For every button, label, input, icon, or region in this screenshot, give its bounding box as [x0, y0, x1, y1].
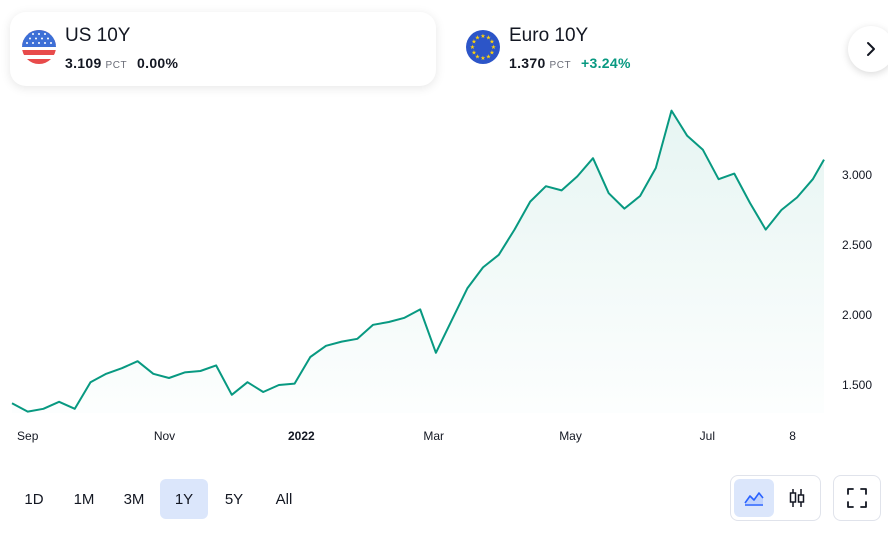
- ticker-change: +3.24%: [581, 55, 631, 71]
- y-tick-label: 1.500: [842, 378, 872, 392]
- y-tick-label: 2.000: [842, 308, 872, 322]
- range-1m-button[interactable]: 1M: [73, 490, 95, 508]
- ticker-value-line: 1.370 PCT +3.24%: [509, 55, 631, 71]
- candlestick-icon: [790, 489, 805, 507]
- range-5y-button[interactable]: 5Y: [224, 490, 244, 508]
- range-3m-button[interactable]: 3M: [123, 490, 145, 508]
- x-tick-label: May: [559, 429, 582, 443]
- svg-text:★: ★: [491, 44, 496, 51]
- yield-area-chart[interactable]: 1.500 2.000 2.500 3.000 Sep Nov 2022 Mar May Jul…: [0, 95, 888, 450]
- x-tick-label: 8: [789, 429, 796, 443]
- area-chart-button[interactable]: [734, 479, 774, 517]
- x-tick-label: Jul: [700, 429, 715, 443]
- y-tick-label: 2.500: [842, 238, 872, 252]
- ticker-value: 3.109: [65, 55, 102, 71]
- ticker-symbol: US 10Y: [65, 25, 131, 46]
- ticker-value-line: 3.109 PCT 0.00%: [65, 55, 178, 71]
- x-tick-label: Mar: [423, 429, 444, 443]
- x-tick-label: Sep: [17, 429, 39, 443]
- x-tick-label: Nov: [154, 429, 175, 443]
- candlestick-chart-button[interactable]: [778, 479, 818, 517]
- range-selector: 1D 1M 3M 1Y 5Y All: [10, 479, 308, 519]
- area-chart-icon: [744, 492, 764, 506]
- fullscreen-button[interactable]: [833, 475, 881, 521]
- svg-text:★: ★: [486, 35, 491, 42]
- svg-text:★: ★: [489, 39, 494, 46]
- svg-text:★: ★: [471, 39, 476, 46]
- ticker-change: 0.00%: [137, 55, 179, 71]
- range-1d-button[interactable]: 1D: [24, 490, 44, 508]
- svg-text:★: ★: [475, 35, 480, 42]
- svg-text:★: ★: [489, 50, 494, 57]
- next-ticker-button[interactable]: [848, 26, 888, 72]
- ticker-value: 1.370: [509, 55, 546, 71]
- fullscreen-icon: [847, 488, 867, 508]
- y-tick-label: 3.000: [842, 168, 872, 182]
- range-1y-button[interactable]: 1Y: [160, 479, 208, 519]
- ticker-unit: PCT: [105, 60, 128, 71]
- svg-text:★: ★: [486, 54, 491, 61]
- chart-type-toggle: [730, 475, 821, 521]
- us-flag-icon: [22, 30, 56, 64]
- svg-text:★: ★: [480, 33, 485, 40]
- svg-text:★: ★: [475, 54, 480, 61]
- ticker-unit: PCT: [549, 60, 572, 71]
- svg-text:★: ★: [471, 50, 476, 57]
- eu-flag-icon: ★ ★ ★ ★ ★ ★ ★ ★ ★ ★ ★ ★: [466, 30, 500, 64]
- ticker-card-us10y[interactable]: US 10Y 3.109 PCT 0.00%: [10, 12, 436, 86]
- svg-text:★: ★: [480, 55, 485, 62]
- x-tick-label: 2022: [288, 429, 315, 443]
- series-area: [12, 110, 824, 413]
- ticker-symbol: Euro 10Y: [509, 25, 589, 46]
- chevron-right-icon: [867, 42, 875, 56]
- series-line: [11, 109, 825, 413]
- svg-text:★: ★: [470, 44, 475, 51]
- ticker-card-euro10y[interactable]: ★ ★ ★ ★ ★ ★ ★ ★ ★ ★ ★ ★ Euro 10Y 1.370 PCT +3.24%: [454, 12, 794, 86]
- range-all-button[interactable]: All: [275, 490, 293, 508]
